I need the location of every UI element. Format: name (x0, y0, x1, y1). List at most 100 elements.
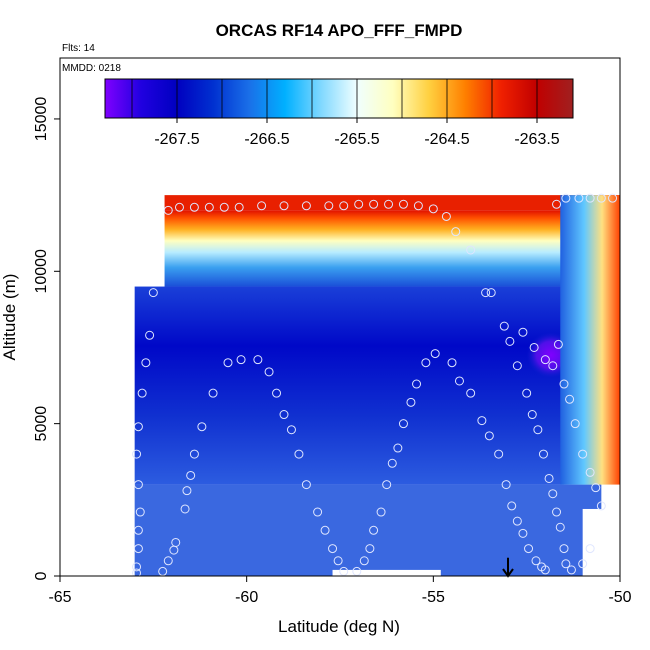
colorbar-tick-label: -266.5 (244, 131, 289, 148)
observation-point (529, 342, 539, 352)
observation-point (174, 202, 184, 212)
observation-point (533, 425, 543, 435)
observation-point (219, 202, 229, 212)
chart-title: ORCAS RF14 APO_FFF_FMPD (216, 21, 463, 40)
observation-point (451, 227, 461, 237)
y-tick-label: 10000 (33, 249, 50, 294)
date-label: MMDD: 0218 (62, 63, 121, 74)
heatmap-field (134, 179, 620, 576)
observation-point (522, 388, 532, 398)
observation-point (384, 199, 394, 209)
observation-point (428, 204, 438, 214)
observation-point (234, 202, 244, 212)
observation-point (189, 202, 199, 212)
colorbar: -267.5 -266.5 -265.5 -264.5 -263.5 (104, 78, 574, 148)
observation-point (578, 559, 588, 569)
observation-point (494, 449, 504, 459)
observation-point (591, 483, 601, 493)
colorbar-tick-label: -263.5 (514, 131, 559, 148)
observation-point (133, 525, 143, 535)
observation-point (208, 388, 218, 398)
observation-point (171, 537, 181, 547)
observation-point (477, 416, 487, 426)
observation-point (158, 566, 168, 576)
y-axis-label: Altitude (m) (0, 274, 19, 361)
observation-point (441, 211, 451, 221)
observation-point (501, 480, 511, 490)
field-gap-0 (134, 179, 165, 287)
observation-point (538, 449, 548, 459)
colorbar-bar (104, 78, 574, 119)
flights-label: Flts: 14 (62, 43, 95, 54)
observation-point (324, 201, 334, 211)
observation-point (412, 379, 422, 389)
observation-point (552, 199, 562, 209)
observation-point (294, 449, 304, 459)
observation-point (486, 288, 496, 298)
x-tick-label: -50 (608, 589, 631, 606)
observation-point (447, 358, 457, 368)
observation-point (135, 507, 145, 517)
x-tick-label: -60 (235, 589, 258, 606)
observation-point (596, 501, 606, 511)
observation-point (257, 201, 267, 211)
observation-point (596, 193, 606, 203)
plot-frame (59, 57, 621, 577)
observation-point (481, 288, 491, 298)
observation-point (132, 562, 142, 572)
observation-point (145, 330, 155, 340)
observation-point (553, 339, 563, 349)
colorbar-tick-label: -264.5 (424, 131, 469, 148)
observation-point (301, 201, 311, 211)
observation-point (430, 349, 440, 359)
observation-point (328, 544, 338, 554)
x-tick-label: -65 (48, 589, 71, 606)
observation-point (382, 480, 392, 490)
observation-point (133, 480, 143, 490)
observation-point (163, 205, 173, 215)
y-tick-label: 15000 (33, 97, 50, 142)
observation-point (585, 193, 595, 203)
observation-point (369, 525, 379, 535)
observation-point (518, 327, 528, 337)
x-tick-label: -55 (422, 589, 445, 606)
observation-point (141, 358, 151, 368)
observation-point (570, 419, 580, 429)
field-region-upper-gradient (164, 210, 565, 287)
x-axis: -65 -60 -55 -50 (48, 576, 632, 606)
field-gap-2 (332, 569, 441, 576)
y-tick-label: 0 (33, 571, 50, 580)
observation-point (264, 367, 274, 377)
observation-point (574, 193, 584, 203)
observation-point (406, 397, 416, 407)
observation-point (413, 201, 423, 211)
observation-point (359, 556, 369, 566)
observation-point (540, 355, 550, 365)
observation-point (561, 559, 571, 569)
observation-point (559, 379, 569, 389)
observation-point (301, 480, 311, 490)
observation-point (505, 336, 515, 346)
observation-point (527, 410, 537, 420)
observation-point (333, 556, 343, 566)
observation-point (499, 321, 509, 331)
observation-point (236, 355, 246, 365)
observation-point (132, 449, 142, 459)
observation-point (565, 394, 575, 404)
colorbar-tick-label: -265.5 (334, 131, 379, 148)
observation-point (197, 422, 207, 432)
observation-point (507, 501, 517, 511)
observation-point (223, 358, 233, 368)
observation-point (585, 544, 595, 554)
observation-point (555, 522, 565, 532)
colorbar-tick-label: -267.5 (154, 131, 199, 148)
observation-point (163, 556, 173, 566)
observation-point (369, 199, 379, 209)
observation-point (544, 473, 554, 483)
observation-point (512, 361, 522, 371)
observation-point (512, 516, 522, 526)
observation-point (518, 528, 528, 538)
observation-point (466, 388, 476, 398)
observation-point (578, 449, 588, 459)
observation-point (365, 544, 375, 554)
